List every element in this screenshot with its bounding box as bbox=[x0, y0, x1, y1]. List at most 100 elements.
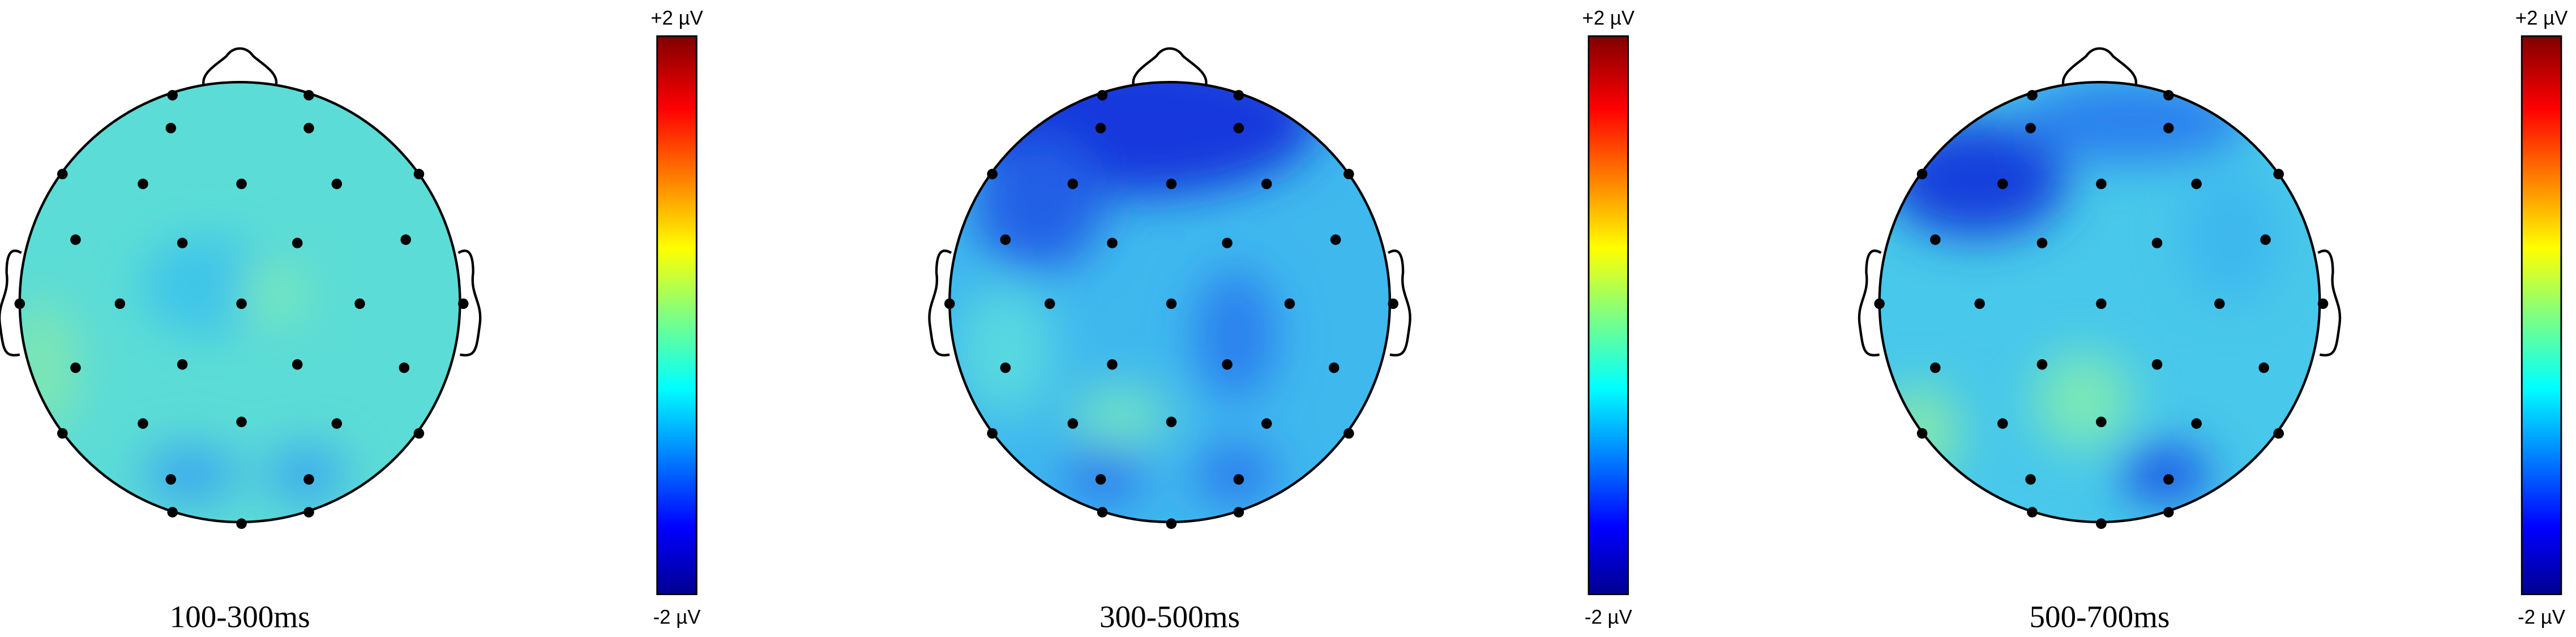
electrode bbox=[1166, 178, 1177, 190]
topomap-panel: 100-300ms +2 µV -2 µV bbox=[0, 7, 704, 634]
electrode bbox=[1095, 474, 1106, 485]
colorbar-min-label: -2 µV bbox=[2518, 606, 2566, 629]
electrode bbox=[114, 298, 126, 309]
electrode bbox=[1044, 298, 1055, 309]
topomap-panel: 500-700ms +2 µV -2 µV bbox=[1858, 7, 2568, 634]
electrode bbox=[2273, 169, 2284, 179]
electrode bbox=[1261, 418, 1272, 429]
electrode bbox=[2036, 359, 2048, 370]
colorbar-max-label: +2 µV bbox=[1582, 7, 1635, 29]
electrode bbox=[1233, 90, 1244, 101]
scalp-blobs bbox=[19, 236, 347, 504]
colorbar bbox=[1587, 35, 1629, 595]
panel-label: 500-700ms bbox=[2029, 600, 2170, 634]
electrode bbox=[413, 428, 425, 439]
electrode bbox=[236, 518, 247, 530]
electrode bbox=[1328, 362, 1340, 373]
electrode bbox=[236, 298, 247, 309]
electrode bbox=[2036, 238, 2048, 248]
electrode bbox=[1284, 298, 1295, 309]
potential-patch bbox=[2119, 445, 2211, 504]
electrode bbox=[70, 234, 81, 245]
electrode bbox=[1107, 359, 1118, 370]
colorbar-max-label: +2 µV bbox=[651, 7, 703, 29]
electrode bbox=[292, 238, 303, 248]
electrode bbox=[303, 90, 314, 101]
electrode bbox=[2025, 474, 2036, 485]
electrode bbox=[167, 90, 178, 101]
colorbar bbox=[2521, 35, 2562, 595]
topomap-panel: 300-500ms +2 µV -2 µV bbox=[928, 7, 1635, 634]
electrode bbox=[177, 238, 188, 248]
scalp-map bbox=[949, 82, 1390, 522]
electrode bbox=[1974, 298, 1985, 309]
electrode bbox=[2273, 428, 2284, 439]
scalp-map bbox=[19, 82, 460, 522]
electrode bbox=[138, 178, 148, 190]
electrode bbox=[1097, 90, 1108, 101]
electrode bbox=[1166, 416, 1177, 428]
electrode bbox=[354, 298, 365, 309]
electrode bbox=[1222, 238, 1233, 248]
electrode bbox=[236, 416, 247, 428]
nose bbox=[202, 47, 278, 86]
electrode bbox=[331, 418, 343, 429]
nose bbox=[2061, 47, 2138, 86]
electrode bbox=[138, 418, 148, 429]
electrode bbox=[165, 474, 177, 485]
ear bbox=[457, 249, 482, 357]
electrode bbox=[399, 362, 410, 373]
colorbar-max-label: +2 µV bbox=[2515, 7, 2568, 29]
potential-patch bbox=[239, 264, 306, 324]
electrode bbox=[167, 507, 178, 518]
electrode bbox=[1343, 169, 1354, 179]
electrode bbox=[236, 178, 247, 190]
electrode bbox=[1233, 474, 1244, 485]
nose bbox=[1132, 47, 1208, 86]
potential-patch bbox=[264, 445, 347, 504]
electrode bbox=[2027, 90, 2038, 101]
electrode bbox=[2191, 418, 2202, 429]
electrode bbox=[1107, 238, 1118, 248]
electrode bbox=[2151, 238, 2163, 248]
electrode bbox=[2163, 90, 2174, 101]
colorbar-min-label: -2 µV bbox=[653, 606, 701, 629]
electrode bbox=[2027, 507, 2038, 518]
electrode bbox=[2096, 416, 2107, 428]
electrode bbox=[1095, 123, 1106, 134]
electrode bbox=[70, 362, 81, 373]
electrode bbox=[1930, 234, 1941, 245]
electrode bbox=[987, 169, 998, 179]
ear bbox=[0, 249, 22, 357]
panel-label: 300-500ms bbox=[1099, 600, 1240, 634]
electrode bbox=[2317, 298, 2329, 309]
electrode bbox=[2025, 123, 2036, 134]
electrode bbox=[177, 359, 188, 370]
electrode bbox=[2258, 362, 2269, 373]
electrode bbox=[458, 298, 469, 309]
electrode bbox=[331, 178, 343, 190]
electrode bbox=[1997, 418, 2008, 429]
electrode bbox=[1166, 518, 1177, 530]
electrode bbox=[2163, 123, 2174, 134]
electrode bbox=[303, 474, 314, 485]
electrode bbox=[2260, 234, 2271, 245]
electrode bbox=[1874, 298, 1885, 309]
potential-patch bbox=[2017, 82, 2248, 163]
electrode bbox=[987, 428, 998, 439]
potential-patch bbox=[141, 236, 273, 335]
panel-label: 100-300ms bbox=[170, 600, 310, 634]
electrode bbox=[2163, 474, 2174, 485]
electrode bbox=[1166, 298, 1177, 309]
electrode bbox=[303, 507, 314, 518]
electrode bbox=[14, 298, 25, 309]
electrode bbox=[1067, 418, 1079, 429]
electrode bbox=[57, 169, 68, 179]
electrode bbox=[413, 169, 425, 179]
potential-patch bbox=[956, 285, 1055, 418]
electrode bbox=[1343, 428, 1354, 439]
electrode bbox=[1916, 169, 1928, 179]
ear bbox=[1387, 249, 1411, 357]
electrode bbox=[1233, 507, 1244, 518]
electrode bbox=[1930, 362, 1941, 373]
